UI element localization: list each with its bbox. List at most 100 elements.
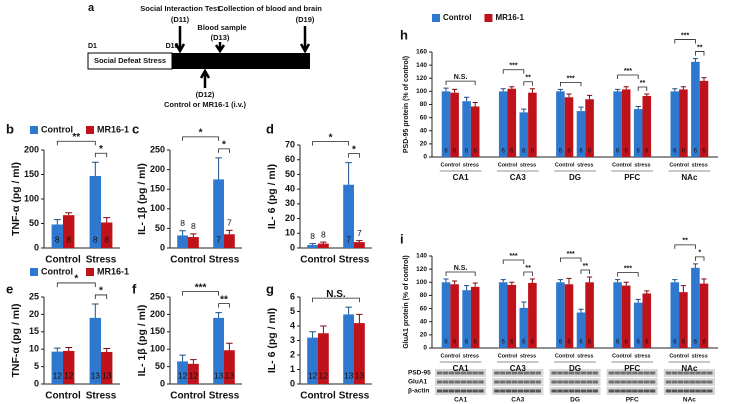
blot-band bbox=[535, 371, 541, 375]
blot-band bbox=[500, 380, 506, 384]
blot-band bbox=[500, 371, 506, 375]
y-tick-label: 200 bbox=[24, 144, 39, 154]
n-label: 12 bbox=[308, 370, 318, 380]
panel-label: f bbox=[132, 281, 137, 296]
blot-band bbox=[707, 371, 713, 375]
error-bar bbox=[464, 96, 470, 102]
blot-band bbox=[689, 389, 695, 393]
bar bbox=[51, 224, 63, 248]
n-label: 6 bbox=[682, 340, 686, 346]
n-label: 6 bbox=[567, 149, 571, 155]
bar bbox=[441, 282, 451, 348]
bar bbox=[63, 350, 75, 384]
y-tick-label: 10 bbox=[29, 344, 39, 354]
timeline-panel: a Social Defeat Stress D1 D10 Social Int… bbox=[87, 2, 322, 109]
error-bar bbox=[692, 58, 698, 62]
error-bar bbox=[53, 219, 61, 225]
significance-label: ** bbox=[72, 132, 80, 143]
error-bar bbox=[529, 278, 535, 283]
x-tick-label: Control bbox=[45, 391, 81, 402]
blot-band bbox=[638, 380, 644, 384]
error-bar bbox=[557, 279, 563, 283]
significance-bracket bbox=[695, 256, 705, 261]
bar bbox=[343, 314, 354, 384]
condition-label: stress bbox=[520, 162, 536, 168]
x-tick-label: PFC bbox=[624, 364, 640, 373]
bar bbox=[670, 282, 680, 348]
legend-swatch bbox=[484, 14, 493, 22]
significance-bracket bbox=[523, 271, 533, 276]
significance-label: * bbox=[99, 144, 103, 155]
significance-bracket bbox=[445, 80, 476, 86]
significance-label: * bbox=[74, 274, 78, 285]
significance-bracket bbox=[523, 81, 533, 86]
blot-band bbox=[580, 380, 587, 384]
blot-band bbox=[575, 371, 581, 375]
blot-band bbox=[460, 380, 466, 384]
significance-bracket bbox=[617, 74, 639, 79]
y-tick-label: 150 bbox=[150, 184, 165, 194]
n-label: 13 bbox=[102, 370, 112, 380]
x-tick-label: Control bbox=[300, 255, 336, 266]
n-label: 6 bbox=[522, 340, 526, 346]
condition-label: Control bbox=[498, 162, 518, 168]
blot-band bbox=[460, 371, 466, 375]
error-bar bbox=[566, 277, 572, 285]
n-label: 6 bbox=[510, 340, 514, 346]
x-tick-label: Stress bbox=[209, 255, 240, 266]
panel-label: i bbox=[400, 231, 404, 246]
bar bbox=[519, 112, 529, 157]
n-label: 6 bbox=[702, 340, 706, 346]
significance-bracket bbox=[182, 291, 219, 296]
y-tick-label: 2 bbox=[290, 349, 295, 359]
y-tick-label: 250 bbox=[150, 291, 165, 301]
n-label: 12 bbox=[53, 370, 63, 380]
y-axis-label: IL- 1β (pg / ml) bbox=[136, 305, 148, 377]
bar bbox=[177, 235, 188, 248]
y-tick-label: 0 bbox=[160, 378, 165, 388]
error-bar bbox=[179, 354, 186, 362]
bar bbox=[462, 101, 471, 157]
blot-band bbox=[575, 380, 581, 384]
blot-band bbox=[608, 380, 614, 384]
n-label: 8 bbox=[191, 221, 196, 231]
condition-label: stress bbox=[634, 162, 650, 168]
x-tick-label: Control bbox=[300, 391, 336, 402]
y-axis-label: IL- 6 (pg / ml) bbox=[266, 164, 278, 229]
error-bar bbox=[615, 279, 621, 283]
n-label: 6 bbox=[465, 340, 469, 346]
event-label: Collection of blood and brain bbox=[218, 4, 322, 13]
condition-label: Control bbox=[669, 162, 689, 168]
y-tick-label: 0 bbox=[34, 242, 39, 252]
blot-region-label: DG bbox=[570, 397, 580, 404]
n-label: 6 bbox=[444, 340, 448, 346]
bar bbox=[585, 99, 594, 157]
error-bar bbox=[190, 233, 197, 238]
significance-label: N.S. bbox=[454, 74, 468, 81]
bar bbox=[462, 290, 471, 348]
condition-label: stress bbox=[692, 353, 708, 359]
blot-band bbox=[695, 389, 701, 393]
significance-label: ** bbox=[525, 265, 531, 272]
arrow bbox=[199, 68, 211, 88]
blot-band bbox=[448, 371, 455, 375]
n-label: 12 bbox=[178, 370, 188, 380]
n-label: 6 bbox=[637, 149, 641, 155]
blot-band bbox=[614, 371, 620, 375]
error-bar bbox=[443, 87, 449, 92]
significance-bracket bbox=[637, 86, 648, 91]
x-tick-label: CA1 bbox=[453, 364, 470, 373]
y-tick-label: 50 bbox=[285, 169, 295, 179]
legend-label: Control bbox=[443, 13, 471, 22]
y-tick-label: 4 bbox=[290, 320, 295, 330]
chart-panel: i 0 20 40 60 80 100 120 140 GluA1 protein (% of c… bbox=[400, 231, 718, 373]
x-tick-label: PFC bbox=[624, 173, 640, 182]
error-bar bbox=[509, 281, 515, 285]
n-label: 6 bbox=[522, 149, 526, 155]
blot-band bbox=[466, 389, 472, 393]
blot-band bbox=[626, 371, 632, 375]
panel-label: b bbox=[6, 121, 14, 136]
bar bbox=[670, 91, 680, 157]
significance-bracket bbox=[312, 297, 360, 303]
